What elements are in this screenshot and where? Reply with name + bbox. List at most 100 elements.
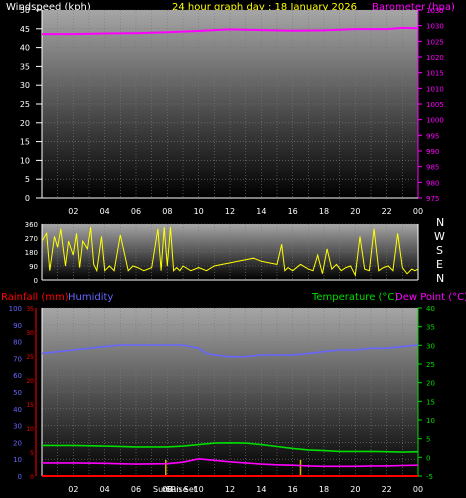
top-x-tick-label: 18 (319, 207, 329, 216)
barometer-tick-label: 1020 (426, 54, 444, 62)
barometer-tick-label: 975 (426, 195, 439, 203)
windspeed-tick-label: 35 (20, 62, 30, 71)
temperature-tick-label: 0 (426, 454, 430, 462)
humidity-line (41, 344, 419, 358)
sunrise-label: Sun Rise (153, 485, 188, 494)
top-x-tick-label: 20 (350, 207, 360, 216)
humidity-tick-label: 10 (13, 456, 22, 464)
direction-label-w: W (434, 230, 445, 243)
windspeed-tick-label: 5 (25, 175, 30, 184)
direction-tick-label: 0 (34, 277, 38, 285)
top-x-tick-label: 04 (100, 207, 110, 216)
temperature-axis-label: Temperature (°C) (311, 292, 398, 303)
humidity-tick-label: 50 (13, 389, 22, 397)
dewpoint-line (42, 457, 419, 468)
chart-title: 24 hour graph day : 18 January 2026 (172, 2, 357, 13)
rainfall-tick-label: 25 (26, 354, 34, 361)
rainfall-tick-label: 30 (26, 330, 34, 337)
temperature-tick-label: 15 (426, 398, 435, 406)
barometer-axis-label: Barometer (hpa) (372, 2, 455, 13)
temperature-tick-label: 10 (426, 417, 435, 425)
temperature-tick-label: 25 (426, 361, 435, 369)
temperature-tick-label: 35 (426, 324, 435, 332)
barometer-tick-label: 985 (426, 164, 439, 172)
humidity-tick-label: 80 (13, 339, 22, 347)
barometer-tick-label: 1025 (426, 38, 444, 46)
bottom-x-tick-label: 12 (225, 485, 235, 494)
bottom-x-tick-label: 18 (319, 485, 329, 494)
barometer-tick-label: 1015 (426, 70, 444, 78)
direction-tick-label: 270 (25, 235, 38, 243)
humidity-tick-label: 100 (9, 305, 22, 313)
humidity-tick-label: 0 (18, 473, 22, 481)
humidity-tick-label: 40 (13, 406, 22, 414)
bottom-x-tick-label: 16 (288, 485, 298, 494)
bottom-x-tick-label: 00 (413, 485, 423, 494)
temperature-tick-label: 40 (426, 305, 435, 313)
bottom-x-tick-label: 14 (256, 485, 266, 494)
humidity-tick-label: 70 (13, 355, 22, 363)
bottom-x-tick-label: 22 (382, 485, 392, 494)
windspeed-tick-label: 30 (20, 81, 30, 90)
sunset-label: Sun Set (166, 485, 197, 494)
rainfall-tick-label: 20 (26, 378, 34, 385)
rainfall-tick-label: 5 (30, 450, 34, 457)
windspeed-tick-label: 10 (20, 156, 30, 165)
top-x-tick-label: 22 (382, 207, 392, 216)
direction-tick-label: 90 (29, 263, 38, 271)
direction-label-s: S (436, 244, 443, 257)
temperature-line (42, 441, 419, 453)
direction-label-e: E (436, 258, 443, 271)
direction-tick-label: 360 (25, 221, 38, 229)
temperature-tick-label: 5 (426, 436, 430, 444)
top-x-tick-label: 06 (131, 207, 141, 216)
bottom-x-tick-label: 20 (350, 485, 360, 494)
top-x-tick-label: 14 (256, 207, 266, 216)
barometer-tick-label: 1005 (426, 101, 444, 109)
barometer-tick-label: 1000 (426, 117, 444, 125)
barometer-line (42, 26, 419, 36)
rainfall-tick-label: 10 (26, 426, 34, 433)
windspeed-tick-label: 45 (20, 25, 30, 34)
direction-label-n-top: N (436, 216, 444, 229)
barometer-tick-label: 1030 (426, 23, 444, 31)
top-x-tick-label: 16 (288, 207, 298, 216)
top-x-tick-label: 02 (68, 207, 78, 216)
temperature-tick-label: 20 (426, 380, 435, 388)
humidity-tick-label: 30 (13, 423, 22, 431)
top-x-tick-label: 00 (413, 207, 423, 216)
humidity-tick-label: 60 (13, 372, 22, 380)
top-x-tick-label: 10 (194, 207, 204, 216)
bottom-x-tick-label: 04 (100, 485, 110, 494)
dewpoint-axis-label: Dew Point (°C) (395, 292, 466, 303)
windspeed-tick-label: 15 (20, 138, 30, 147)
rainfall-axis-label: Rainfall (mm) (1, 292, 69, 303)
top-x-tick-label: 08 (162, 207, 172, 216)
bottom-x-tick-label: 10 (194, 485, 204, 494)
direction-label-n-bottom: N (436, 272, 444, 285)
windspeed-tick-label: 50 (20, 6, 30, 15)
windspeed-axis-label: Windspeed (kph) (6, 2, 91, 13)
rainfall-tick-label: 15 (26, 402, 34, 409)
barometer-tick-label: 990 (426, 148, 439, 156)
barometer-tick-label: 980 (426, 179, 439, 187)
rainfall-tick-label: 0 (30, 474, 34, 481)
windspeed-tick-label: 25 (20, 100, 30, 109)
bottom-x-tick-label: 06 (131, 485, 141, 494)
top-x-tick-label: 12 (225, 207, 235, 216)
bottom-x-tick-label: 08 (162, 485, 172, 494)
barometer-tick-label: 1035 (426, 7, 444, 15)
temperature-tick-label: 30 (426, 342, 435, 350)
windspeed-tick-label: 0 (25, 194, 30, 203)
windspeed-tick-label: 20 (20, 119, 30, 128)
wind-direction-line (41, 227, 419, 277)
rainfall-tick-label: 35 (26, 306, 34, 313)
barometer-tick-label: 1010 (426, 85, 444, 93)
bottom-x-tick-label: 02 (68, 485, 78, 494)
humidity-tick-label: 90 (13, 322, 22, 330)
barometer-tick-label: 995 (426, 132, 439, 140)
temperature-tick-label: -5 (426, 473, 433, 481)
windspeed-tick-label: 40 (20, 44, 30, 53)
humidity-tick-label: 20 (13, 439, 22, 447)
